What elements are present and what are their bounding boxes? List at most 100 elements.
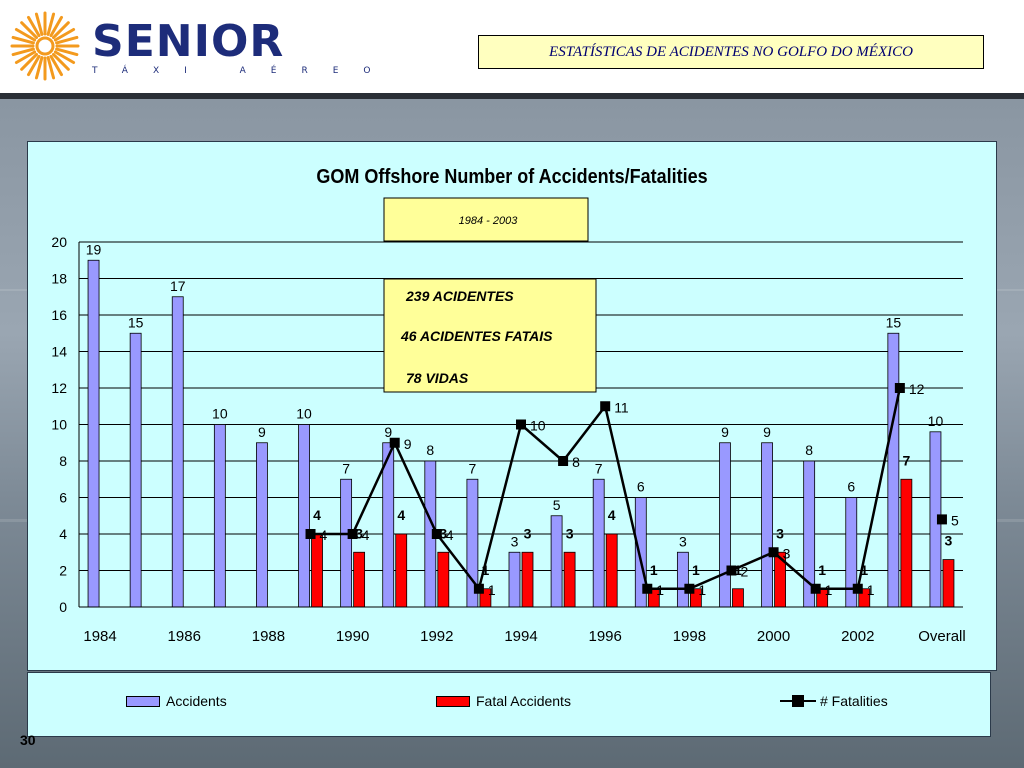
data-label-fatal-accidents: 3	[776, 525, 784, 541]
bar-fatal-accidents	[563, 551, 576, 608]
data-label-accidents: 10	[928, 413, 944, 429]
data-label-fatal-accidents: 7	[902, 452, 910, 468]
data-label-fatal-accidents: 1	[818, 562, 826, 578]
y-tick-label: 4	[59, 526, 67, 542]
legend-swatch-accidents	[126, 695, 160, 707]
data-label-accidents: 7	[342, 460, 350, 476]
legend-swatch-fatal-accidents	[436, 695, 470, 707]
data-label-fatal-accidents: 3	[439, 525, 447, 541]
chart-subtitle: 1984 - 2003	[459, 215, 519, 227]
chart-title: GOM Offshore Number of Accidents/Fatalit…	[316, 166, 707, 188]
fatalities-marker	[852, 583, 863, 594]
data-label-accidents: 9	[763, 424, 771, 440]
slide-title: ESTATÍSTICAS DE ACIDENTES NO GOLFO DO MÉ…	[478, 35, 984, 69]
brand-logo-subtitle: TÁXI AÉREO	[92, 66, 396, 76]
data-label-fatal-accidents: 3	[355, 525, 363, 541]
data-label-fatalities: 4	[362, 527, 370, 543]
fatalities-marker	[473, 583, 484, 594]
x-tick-label: 1990	[336, 628, 369, 645]
data-label-fatal-accidents: 1	[860, 562, 868, 578]
bar-accidents	[256, 442, 268, 608]
data-label-accidents: 15	[886, 314, 902, 330]
data-label-accidents: 5	[553, 497, 561, 513]
data-label-fatalities: 1	[488, 582, 496, 598]
bar-fatal-accidents	[900, 478, 913, 608]
y-tick-label: 18	[51, 271, 67, 287]
data-label-accidents: 7	[469, 460, 477, 476]
y-tick-label: 10	[51, 417, 67, 433]
y-tick-label: 0	[59, 599, 67, 615]
y-tick-label: 2	[59, 563, 67, 579]
data-label-fatal-accidents: 3	[945, 533, 953, 549]
fatalities-marker	[894, 383, 905, 393]
bar-accidents	[508, 551, 521, 608]
legend-item-accidents: Accidents	[126, 693, 227, 709]
subtitle-box	[383, 197, 589, 242]
bar-accidents	[887, 332, 900, 608]
x-tick-label: 1996	[589, 628, 622, 645]
y-axis: 0 2 4 6 8 10 12 14 16 18 20	[51, 234, 80, 615]
summary-line-accidents: 239 ACIDENTES	[405, 288, 514, 304]
chart-legend: Accidents Fatal Accidents # Fatalities	[27, 672, 991, 737]
brand-logo-text: SENIOR	[92, 16, 285, 67]
data-label-accidents: 6	[847, 479, 855, 495]
fatalities-line	[305, 383, 947, 594]
data-label-accidents: 19	[86, 241, 102, 257]
summary-box	[383, 278, 597, 393]
summary-line-lives: 78 VIDAS	[406, 370, 469, 386]
data-label-accidents: 3	[679, 533, 687, 549]
data-label-fatal-accidents: 4	[313, 507, 321, 523]
data-label-accidents: 10	[212, 406, 228, 422]
data-label-fatalities: 11	[614, 399, 629, 415]
x-tick-label: 1994	[504, 628, 537, 645]
accidents-chart: GOM Offshore Number of Accidents/Fatalit…	[51, 166, 966, 645]
fatalities-marker	[600, 401, 611, 412]
legend-item-fatal-accidents: Fatal Accidents	[436, 693, 571, 709]
legend-item-fatalities: # Fatalities	[780, 693, 888, 709]
data-label-fatal-accidents: 1	[734, 562, 742, 578]
data-label-fatalities: 1	[825, 582, 833, 598]
bar-accidents	[213, 424, 226, 608]
x-tick-label: 1986	[168, 628, 201, 645]
bar-accidents	[340, 478, 353, 608]
bar-accidents	[129, 332, 142, 608]
data-label-fatalities: 3	[783, 545, 791, 561]
bar-fatal-accidents	[353, 551, 366, 608]
x-tick-label: 2000	[757, 628, 790, 645]
x-tick-label: 1984	[83, 628, 116, 645]
data-label-fatalities: 4	[446, 527, 454, 543]
bar-accidents	[761, 442, 773, 608]
legend-swatch-fatalities	[780, 695, 816, 707]
fatalities-marker	[810, 583, 821, 594]
bar-accidents	[592, 478, 605, 608]
legend-label-fatal-accidents: Fatal Accidents	[476, 693, 571, 709]
data-label-fatal-accidents: 1	[482, 562, 490, 578]
x-axis: 1984 1986 1988 1990 1992 1994 1996 1998 2000 2002…	[79, 606, 966, 645]
data-label-fatalities: 2	[740, 564, 748, 580]
x-tick-label: 1998	[673, 628, 706, 645]
fatalities-marker	[389, 437, 400, 448]
y-tick-label: 12	[51, 380, 67, 396]
fatalities-marker	[347, 529, 358, 539]
bar-fatal-accidents	[521, 551, 534, 608]
data-label-fatalities: 4	[320, 527, 328, 543]
y-tick-label: 16	[51, 307, 67, 323]
data-label-accidents: 17	[170, 278, 186, 294]
data-label-accidents: 3	[511, 533, 519, 549]
x-tick-label: Overall	[918, 628, 966, 645]
summary-line-fatal-accidents: 46 ACIDENTES FATAIS	[400, 328, 553, 344]
fatalities-marker	[726, 565, 737, 576]
fatalities-marker	[642, 583, 653, 594]
data-label-fatalities: 12	[909, 381, 925, 397]
bar-fatal-accidents	[395, 533, 408, 608]
fatalities-marker	[558, 456, 569, 466]
chart-gridlines	[79, 241, 963, 608]
y-tick-label: 8	[59, 453, 67, 469]
fatalities-marker	[768, 547, 779, 558]
data-label-fatalities: 1	[698, 582, 706, 598]
data-label-fatal-accidents: 1	[650, 562, 658, 578]
bar-fatal-accidents	[942, 559, 955, 608]
data-label-fatal-accidents: 3	[566, 525, 574, 541]
chart-panel: GOM Offshore Number of Accidents/Fatalit…	[27, 141, 997, 671]
